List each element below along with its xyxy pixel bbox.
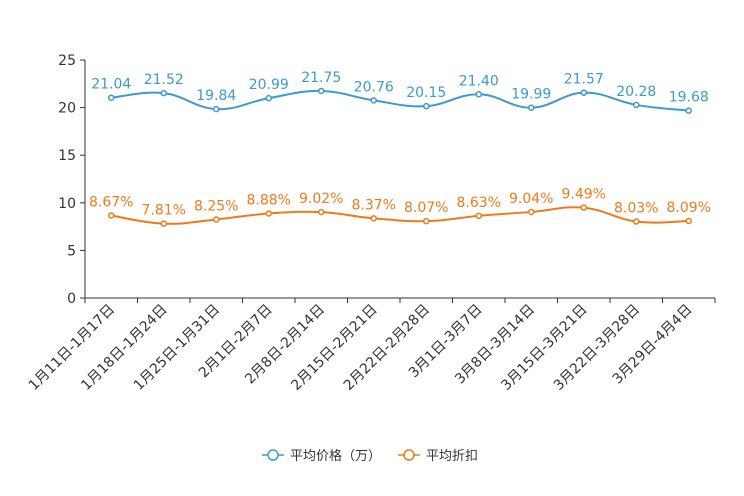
data-point bbox=[475, 91, 482, 98]
legend-item: 平均价格（万） bbox=[262, 448, 381, 464]
data-label: 20.15 bbox=[406, 85, 446, 101]
data-point bbox=[318, 87, 325, 95]
y-tick-label: 0 bbox=[67, 291, 76, 307]
data-point bbox=[685, 107, 692, 114]
data-label: 8.03% bbox=[614, 201, 658, 217]
data-label: 21.57 bbox=[564, 72, 604, 88]
data-label: 8.07% bbox=[404, 200, 448, 216]
data-label: 20.99 bbox=[249, 77, 289, 93]
data-point bbox=[528, 104, 535, 111]
data-point bbox=[265, 94, 272, 102]
data-point bbox=[633, 218, 640, 225]
data-label: 19.99 bbox=[511, 87, 551, 103]
series-2: 8.67% 7.81% 8.25% 8.88% 9.02% 8.37% 8.07% 8.63%… bbox=[89, 187, 711, 227]
legend-marker-icon bbox=[403, 449, 415, 461]
data-point bbox=[580, 89, 587, 96]
data-label: 8.09% bbox=[667, 200, 711, 216]
data-point bbox=[213, 105, 220, 113]
legend-label: 平均价格（万） bbox=[290, 448, 381, 464]
data-label: 8.63% bbox=[457, 195, 501, 211]
data-point bbox=[370, 97, 377, 104]
data-label: 21.40 bbox=[459, 73, 499, 89]
data-point bbox=[213, 216, 220, 223]
data-point bbox=[160, 220, 167, 227]
data-point bbox=[475, 212, 482, 220]
series-1: 21.04 21.52 19.84 20.99 21.75 20.76 20.15 21.40… bbox=[91, 70, 709, 114]
data-point bbox=[108, 94, 115, 101]
legend: 平均价格（万） 平均折扣 bbox=[262, 448, 478, 464]
y-tick-label: 15 bbox=[58, 148, 76, 164]
data-label: 9.02% bbox=[299, 191, 343, 207]
data-label: 21.52 bbox=[144, 72, 184, 88]
data-label: 8.25% bbox=[194, 198, 238, 214]
data-label: 19.68 bbox=[669, 90, 709, 106]
axes: 05101520251月11日-1月17日1月18日-1月24日1月25日-1月… bbox=[26, 53, 716, 394]
data-label: 9.04% bbox=[509, 191, 553, 207]
data-label: 9.49% bbox=[562, 187, 606, 203]
data-point bbox=[318, 208, 325, 216]
data-label: 20.28 bbox=[616, 84, 656, 100]
data-label: 21.75 bbox=[301, 70, 341, 86]
y-tick-label: 10 bbox=[58, 196, 76, 212]
y-tick-label: 5 bbox=[67, 243, 76, 259]
x-tick-label: 1月11日-1月17日 bbox=[26, 302, 118, 394]
data-point bbox=[580, 204, 587, 211]
data-point bbox=[370, 215, 377, 222]
data-label: 8.37% bbox=[352, 197, 396, 213]
data-point bbox=[108, 212, 115, 219]
data-point bbox=[528, 208, 535, 216]
series-line bbox=[111, 206, 689, 225]
data-point bbox=[160, 89, 167, 97]
y-tick-label: 25 bbox=[58, 53, 76, 69]
series-layer: 21.04 21.52 19.84 20.99 21.75 20.76 20.15 21.40… bbox=[89, 70, 711, 227]
data-label: 20.76 bbox=[354, 79, 394, 95]
data-label: 21.04 bbox=[91, 77, 131, 93]
data-point bbox=[423, 102, 430, 110]
y-tick-label: 20 bbox=[58, 101, 76, 117]
data-point bbox=[685, 217, 692, 225]
data-point bbox=[423, 217, 430, 225]
data-label: 7.81% bbox=[142, 203, 186, 219]
legend-label: 平均折扣 bbox=[426, 449, 478, 464]
legend-marker-icon bbox=[267, 449, 279, 461]
data-label: 8.67% bbox=[89, 194, 133, 210]
legend-item: 平均折扣 bbox=[398, 449, 478, 464]
data-point bbox=[265, 210, 272, 217]
data-point bbox=[633, 101, 640, 109]
data-label: 19.84 bbox=[196, 88, 236, 104]
data-label: 8.88% bbox=[247, 192, 291, 208]
series-line bbox=[111, 89, 689, 112]
